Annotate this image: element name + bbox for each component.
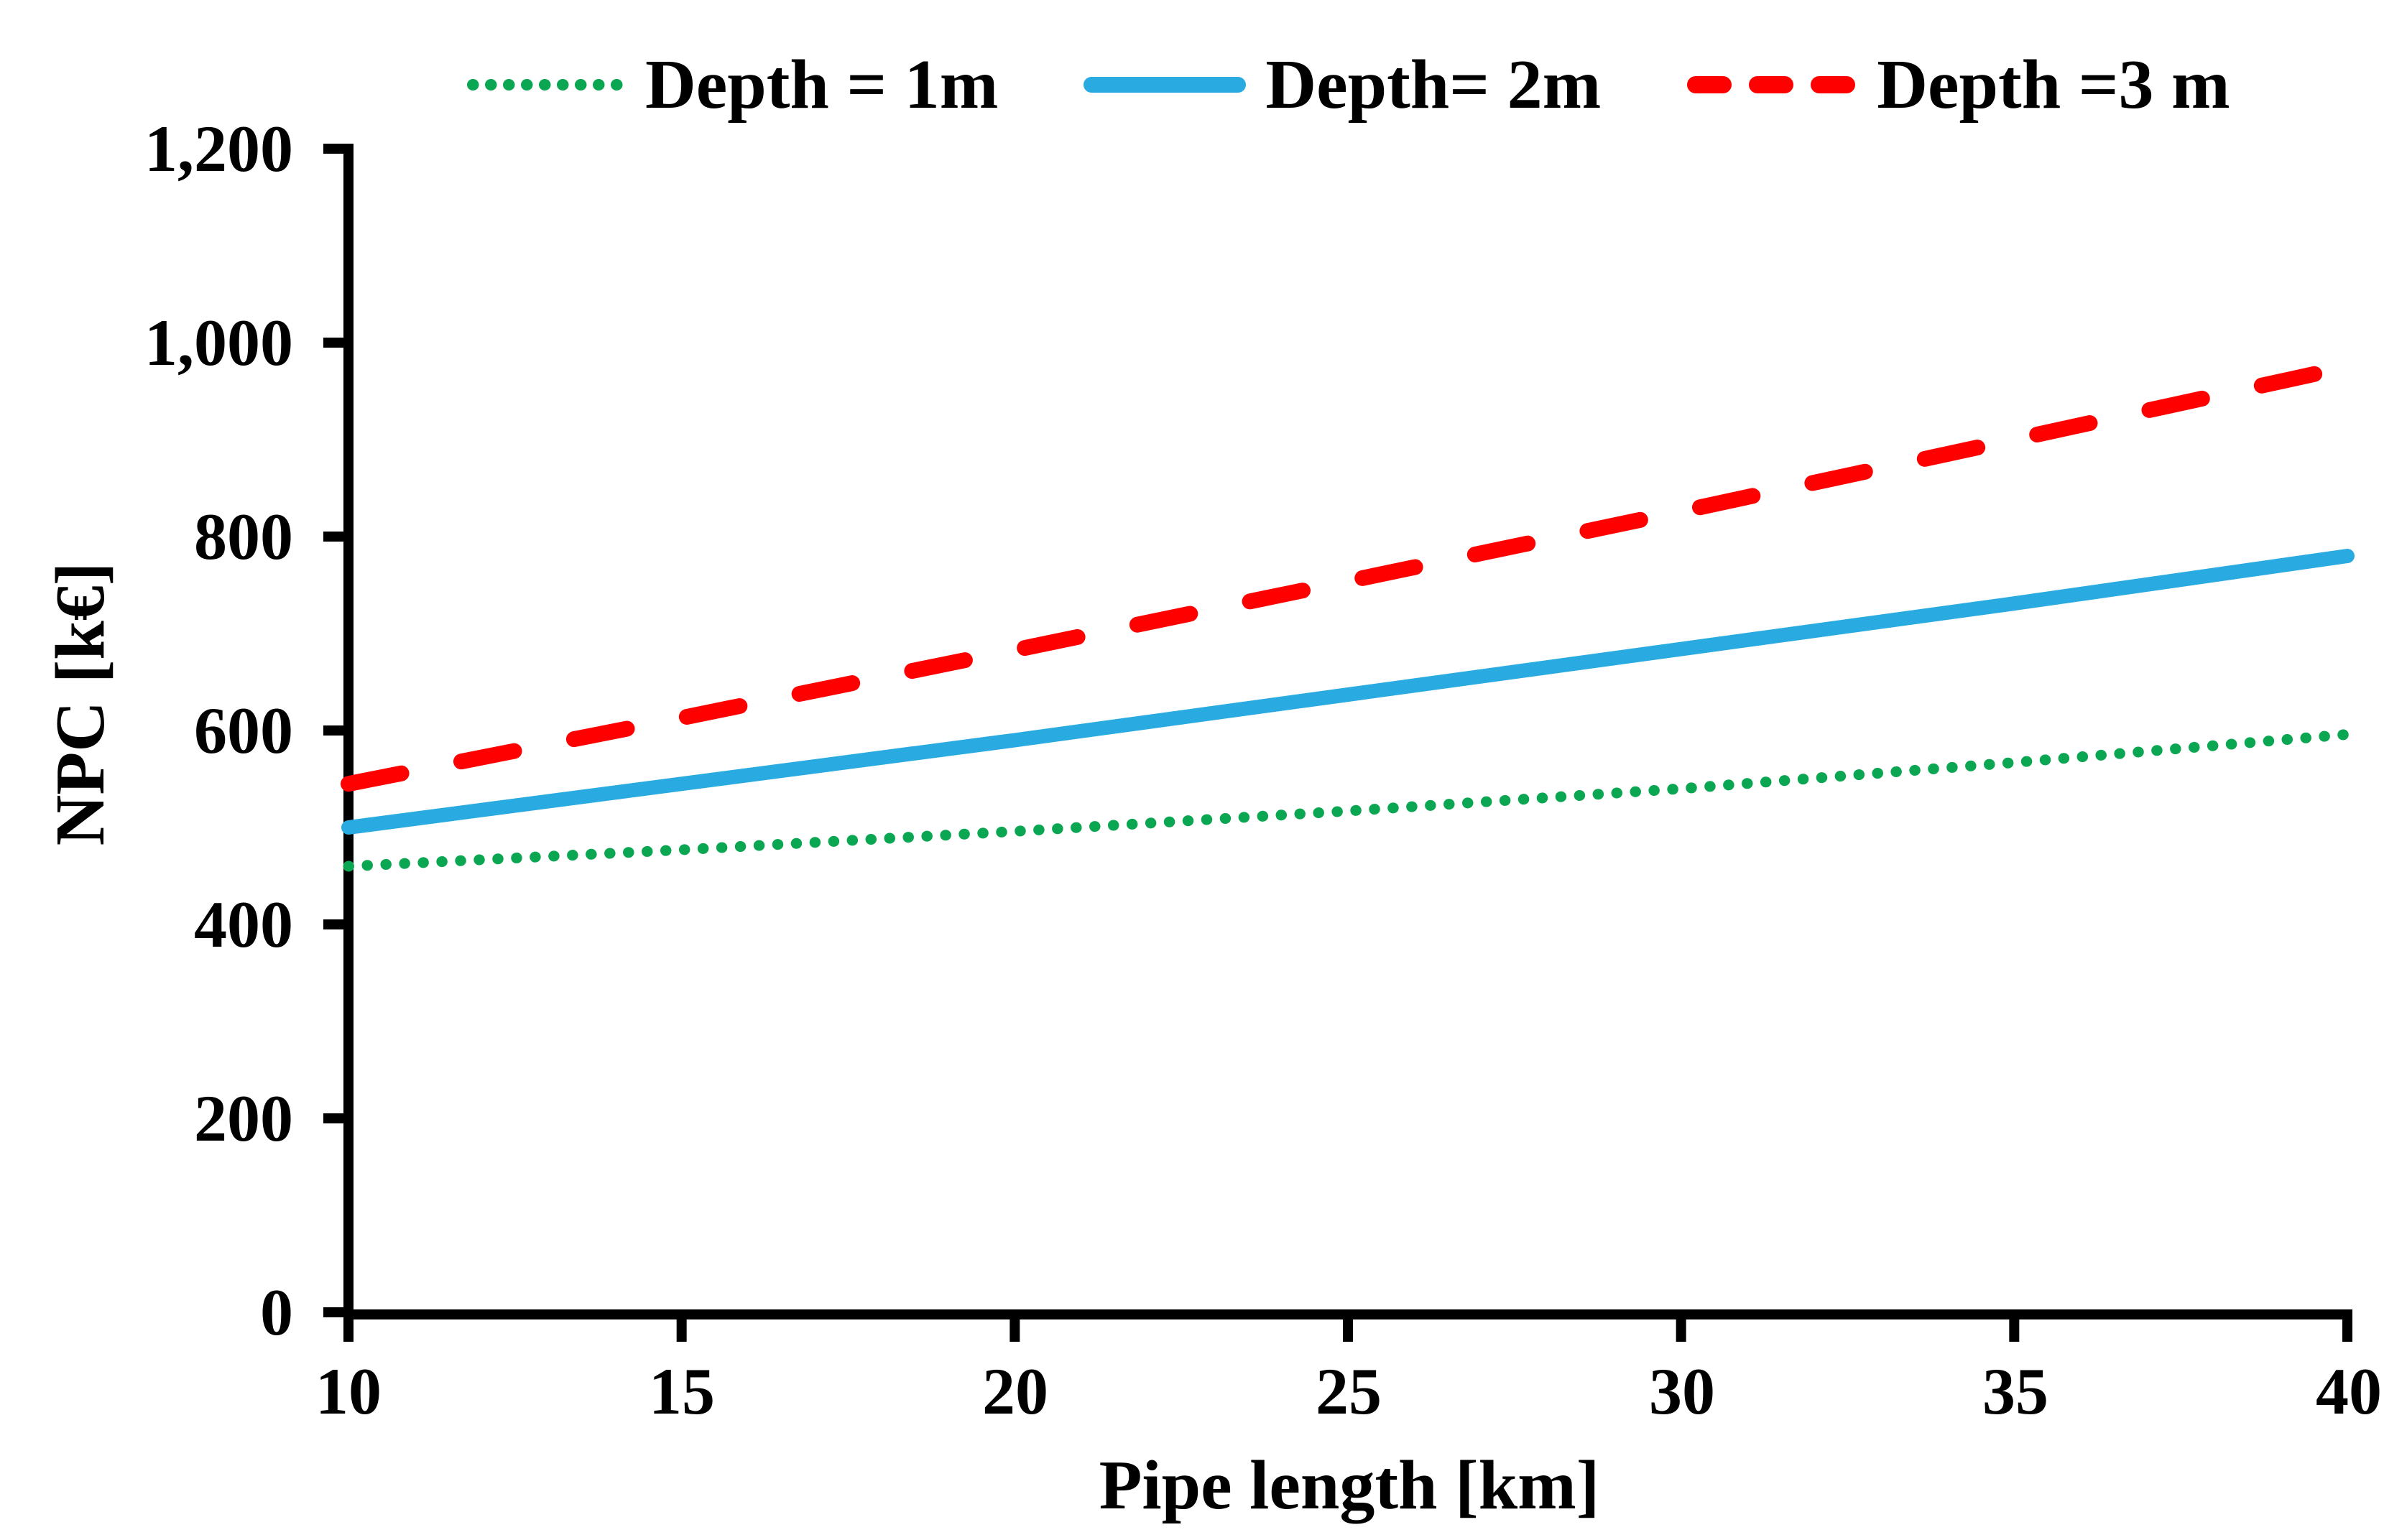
legend-label-depth-3m: Depth =3 m (1877, 46, 2230, 124)
y-tick-label-1200: 1,200 (144, 112, 293, 185)
series-line-dashed-2 (341, 358, 2355, 792)
series-line-dotted-0 (343, 728, 2353, 872)
y-tick-label-0: 0 (260, 1276, 293, 1349)
legend-label-depth-1m: Depth = 1m (645, 46, 999, 124)
legend-item-depth-1m: Depth = 1m (466, 50, 998, 120)
y-tick-label-800: 800 (194, 500, 293, 573)
legend-item-depth-2m: Depth= 2m (1083, 50, 1601, 120)
series-line-solid-1 (341, 549, 2355, 835)
x-tick-label-35: 35 (1982, 1355, 2048, 1428)
legend-swatch-dashed-line-icon (1687, 76, 1857, 93)
y-tick-label-200: 200 (194, 1082, 293, 1155)
x-tick-label-40: 40 (2316, 1355, 2382, 1428)
x-tick-label-30: 30 (1649, 1355, 1715, 1428)
legend: Depth = 1m Depth= 2m Depth =3 m (466, 40, 2230, 129)
x-tick-label-25: 25 (1316, 1355, 1382, 1428)
y-tick-label-1000: 1,000 (144, 306, 293, 379)
legend-swatch-dotted-line-icon (467, 79, 625, 91)
x-tick-label-15: 15 (649, 1355, 715, 1428)
y-tick-label-400: 400 (194, 888, 293, 961)
legend-swatch-solid-line-icon (1084, 77, 1247, 93)
y-tick-label-600: 600 (194, 694, 293, 767)
x-tick-label-10: 10 (315, 1355, 382, 1428)
legend-label-depth-2m: Depth= 2m (1265, 46, 1602, 124)
legend-item-depth-3m: Depth =3 m (1686, 50, 2230, 120)
x-tick-label-20: 20 (982, 1355, 1048, 1428)
x-axis-title: Pipe length [km] (1099, 1447, 1600, 1524)
